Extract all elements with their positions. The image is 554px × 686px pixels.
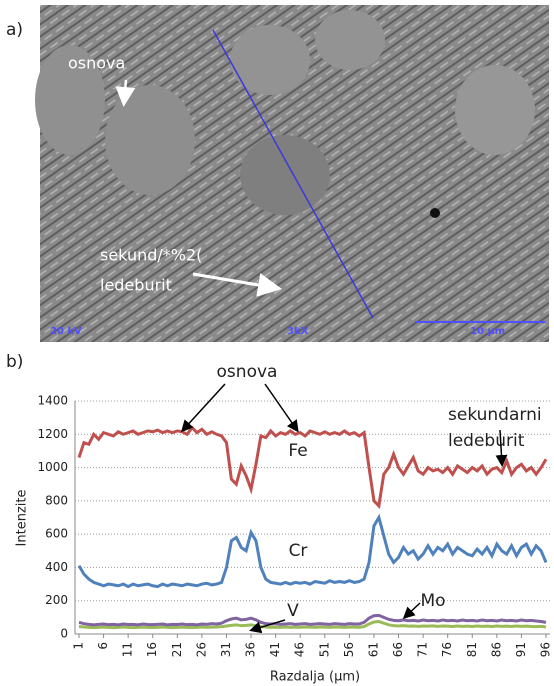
x-tick-label: 71	[416, 642, 430, 657]
series-label: Fe	[288, 441, 307, 461]
x-tick-label: 16	[145, 642, 159, 657]
micrograph-footer: 3kX	[287, 326, 309, 337]
annotation: sekundarni	[448, 405, 542, 425]
x-tick-label: 41	[268, 642, 282, 657]
micrograph-label: ledeburit	[100, 276, 172, 295]
x-tick-label: 6	[96, 642, 110, 650]
x-tick-label: 51	[317, 642, 331, 657]
series-label: V	[287, 601, 299, 621]
x-tick-label: 66	[391, 642, 405, 657]
y-tick-label: 400	[45, 560, 68, 574]
y-tick-label: 1000	[37, 460, 68, 474]
panel-label: a)	[6, 20, 23, 40]
x-tick-label: 96	[539, 642, 553, 657]
micrograph-footer: 10 µm	[470, 326, 505, 337]
x-tick-label: 1	[72, 642, 86, 650]
micrograph-label: sekund/*%2(	[100, 246, 202, 265]
y-tick-label: 1200	[37, 427, 68, 441]
x-tick-label: 11	[121, 642, 135, 657]
x-tick-label: 81	[465, 642, 479, 657]
series-label: Cr	[289, 541, 308, 561]
x-axis-title: Razdalja (µm)	[270, 670, 360, 685]
x-tick-label: 46	[293, 642, 307, 657]
x-tick-label: 61	[366, 642, 380, 657]
x-tick-label: 21	[170, 642, 184, 657]
x-tick-label: 26	[194, 642, 208, 657]
annotation: osnova	[217, 362, 278, 382]
y-tick-label: 1400	[37, 394, 68, 408]
panel-label: b)	[6, 352, 23, 372]
micrograph-footer: 20 kV	[50, 326, 82, 337]
y-tick-label: 800	[45, 493, 68, 507]
series-line	[79, 518, 546, 587]
figure: a) osnova sekund/*%2( ledeburit 20 kV 3k…	[0, 0, 554, 686]
annotation: ledeburit	[448, 431, 525, 451]
x-tick-label: 36	[244, 642, 258, 657]
series-label: Mo	[420, 591, 445, 611]
y-tick-label: 600	[45, 527, 68, 541]
arrow	[405, 603, 420, 617]
x-tick-label: 56	[342, 642, 356, 657]
x-tick-label: 31	[219, 642, 233, 657]
x-tick-label: 86	[489, 642, 503, 657]
x-tick-label: 76	[440, 642, 454, 657]
y-tick-label: 0	[60, 627, 68, 641]
y-axis-title: Intenzite	[15, 490, 30, 547]
y-tick-label: 200	[45, 593, 68, 607]
arrow	[265, 384, 297, 430]
arrow	[183, 384, 225, 430]
micrograph-label: osnova	[68, 54, 125, 73]
series-line	[79, 615, 546, 624]
x-tick-label: 91	[514, 642, 528, 657]
